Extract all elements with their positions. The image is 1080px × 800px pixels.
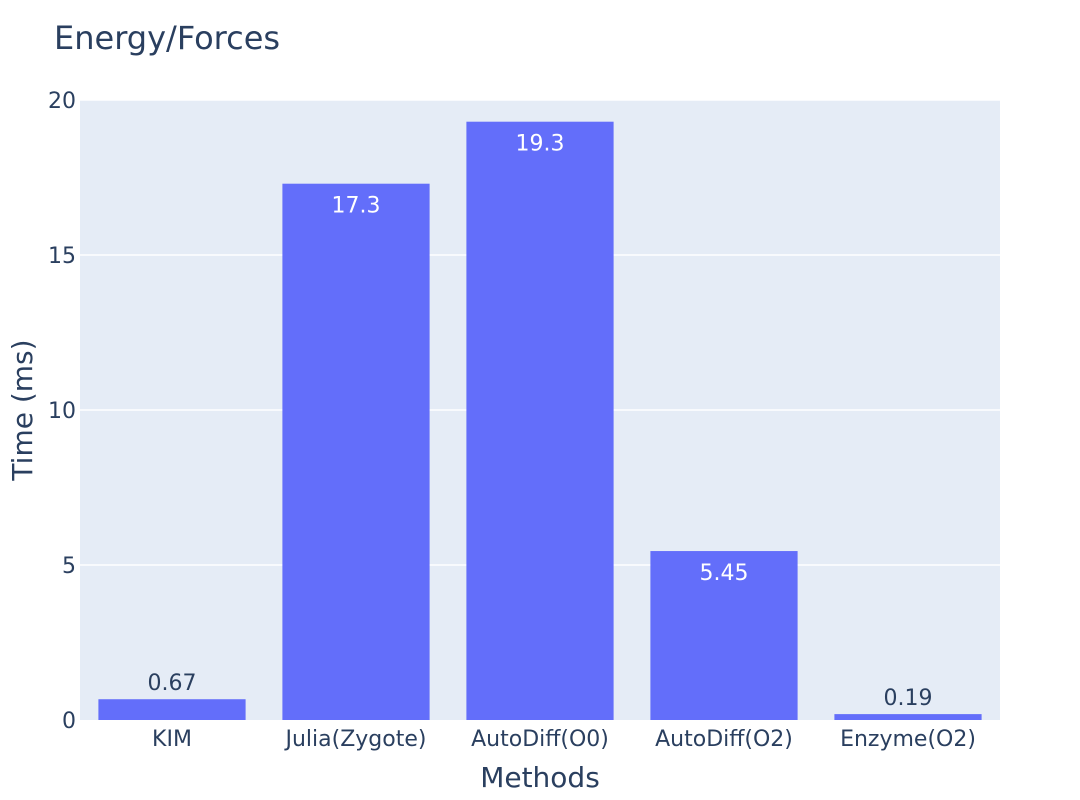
- bar-value-label: 0.67: [148, 671, 197, 696]
- chart-title: Energy/Forces: [54, 19, 280, 57]
- bar-value-label: 19.3: [516, 132, 565, 157]
- bar: [98, 699, 246, 720]
- x-tick-label: Enzyme(O2): [840, 727, 976, 752]
- bar: [650, 551, 798, 720]
- bar: [834, 714, 982, 720]
- bar-value-label: 0.19: [884, 686, 933, 711]
- bar-value-label: 5.45: [700, 561, 749, 586]
- x-axis-title: Methods: [480, 761, 600, 794]
- x-axis-ticks: KIM Julia(Zygote) AutoDiff(O0) AutoDiff(O2)…: [152, 727, 976, 752]
- y-tick-label: 10: [48, 399, 76, 424]
- x-tick-label: AutoDiff(O0): [471, 727, 609, 752]
- bar: [282, 183, 430, 720]
- y-axis-ticks: 0 5 10 15 20: [48, 89, 76, 734]
- y-tick-label: 20: [48, 89, 76, 114]
- y-tick-label: 0: [62, 709, 76, 734]
- x-tick-label: Julia(Zygote): [284, 727, 427, 752]
- x-tick-label: AutoDiff(O2): [655, 727, 793, 752]
- y-tick-label: 15: [48, 244, 76, 269]
- y-axis-title: Time (ms): [6, 339, 39, 481]
- x-tick-label: KIM: [152, 727, 192, 752]
- bar: [466, 121, 614, 720]
- y-tick-label: 5: [62, 554, 76, 579]
- bar-value-label: 17.3: [332, 194, 381, 219]
- bars: 0.67 17.3 19.3 5.45 0.19: [98, 121, 982, 720]
